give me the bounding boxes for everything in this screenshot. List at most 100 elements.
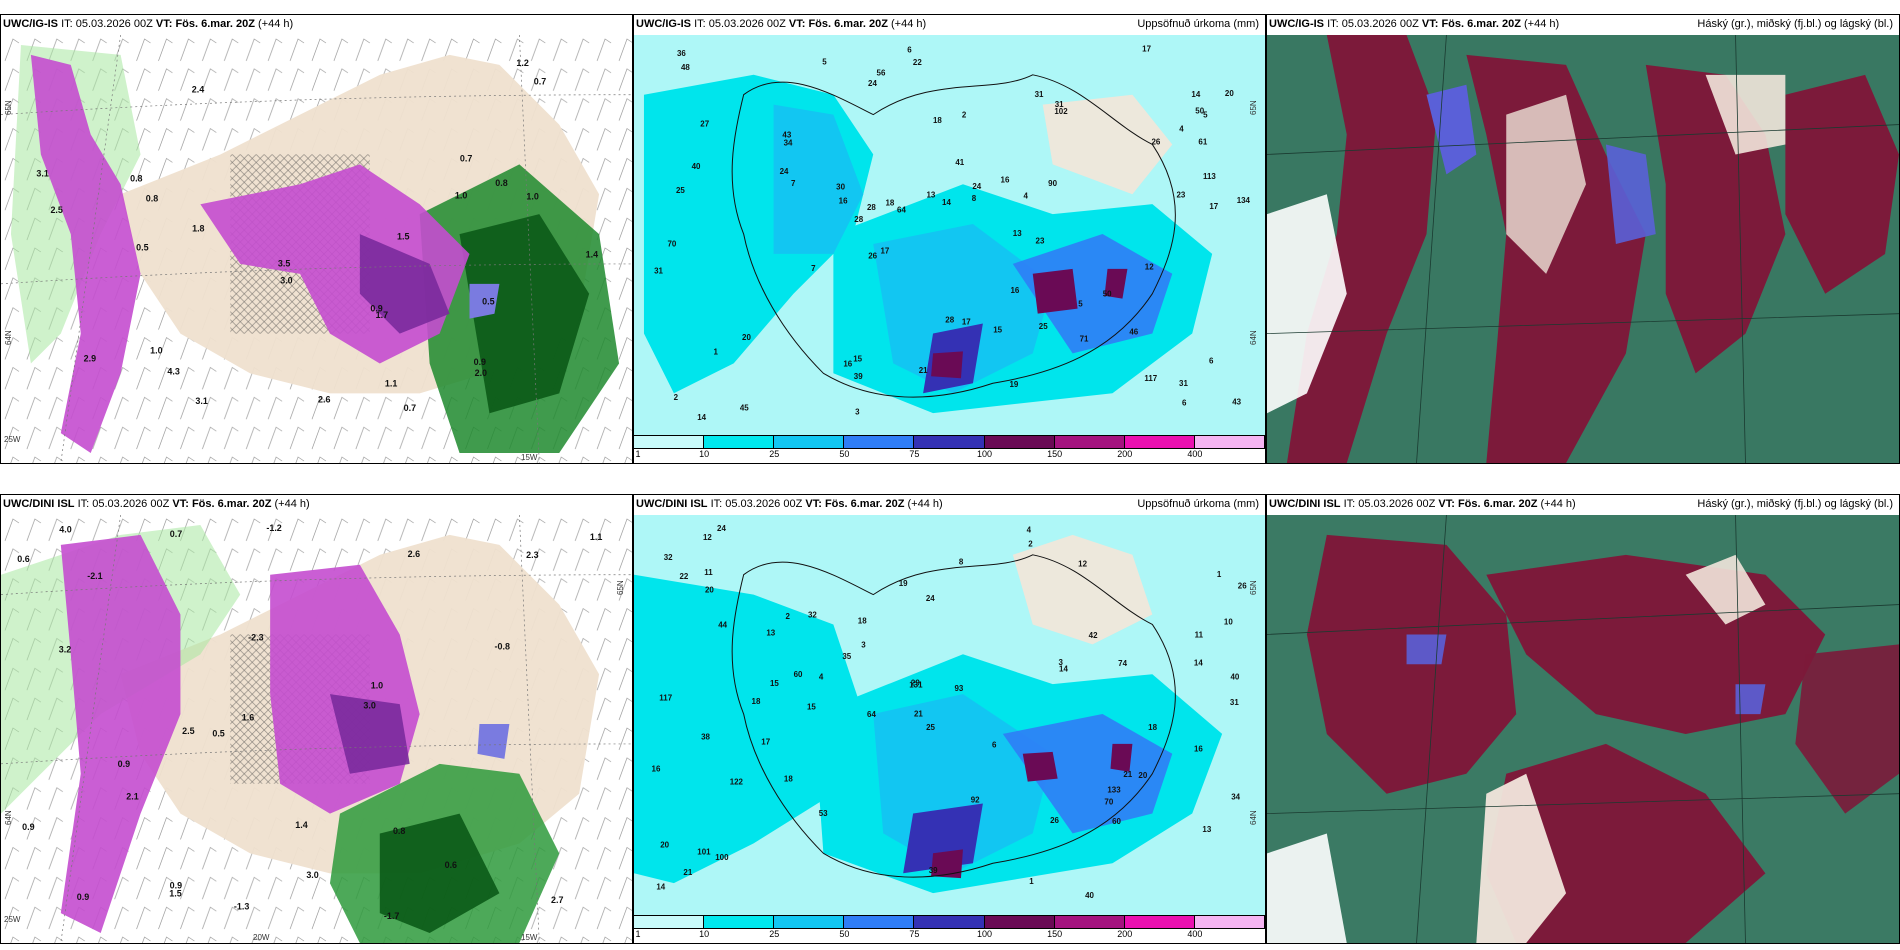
cloud-cover-map[interactable] [1267, 35, 1899, 463]
init-label: IT: [1327, 18, 1339, 30]
value-label: 117 [659, 694, 672, 703]
value-label: 14 [656, 883, 665, 892]
value-label: 39 [929, 866, 938, 875]
colorbar-label: 1 [635, 449, 641, 459]
value-label: 34 [784, 138, 793, 147]
colorbar-swatch [1194, 435, 1265, 449]
value-label: 26 [1238, 582, 1247, 591]
value-label: 5 [822, 58, 827, 67]
value-label: 12 [1145, 262, 1154, 271]
value-label: 13 [1202, 825, 1211, 834]
value-label: 27 [700, 119, 709, 128]
panel-igis-temperature: UWC/IG-IS IT: 05.03.2026 00Z VT: Fös. 6.… [0, 14, 633, 464]
colorbar-swatch [1054, 915, 1125, 929]
panel-igis-precipitation: UWC/IG-IS IT: 05.03.2026 00Z VT: Fös. 6.… [633, 14, 1266, 464]
colorbar-swatch [914, 435, 985, 449]
value-label: 3.0 [363, 700, 375, 710]
panel-dini-precipitation: UWC/DINI ISL IT: 05.03.2026 00Z VT: Fös.… [633, 494, 1266, 944]
init-time: 05.03.2026 00Z [92, 498, 170, 510]
value-label: 14 [1059, 664, 1068, 673]
value-label: 0.9 [77, 892, 89, 902]
value-label: 44 [718, 621, 727, 630]
value-label: 61 [1198, 138, 1207, 147]
colorbar-swatch [774, 915, 845, 929]
value-label: 16 [843, 360, 852, 369]
value-label: 3.0 [306, 870, 318, 880]
value-label: 16 [1194, 744, 1203, 753]
model-name: UWC/IG-IS [636, 18, 691, 30]
value-label: 102 [1054, 107, 1068, 116]
valid-time: Fös. 6.mar. 20Z [808, 18, 888, 30]
value-label: 17 [1142, 45, 1151, 54]
legend-title: Uppsöfnuð úrkoma (mm) [1137, 498, 1259, 510]
value-label: 64 [897, 205, 906, 214]
value-label: 14 [1191, 90, 1200, 99]
value-label: 1.0 [526, 192, 538, 202]
value-label: 13 [766, 628, 775, 637]
lat-label: 65N [1249, 580, 1258, 595]
value-label: 18 [933, 116, 942, 125]
value-label: 93 [954, 684, 963, 693]
lon-label: 20W [253, 933, 270, 942]
value-label: 0.7 [534, 77, 546, 87]
value-label: 21 [683, 868, 692, 877]
value-label: 15 [770, 679, 779, 688]
colorbar-label: 100 [977, 449, 993, 459]
value-label: 8 [959, 557, 964, 566]
colorbar-swatch [704, 915, 775, 929]
value-label: 2.5 [50, 205, 62, 215]
value-label: 1.4 [586, 250, 598, 260]
colorbar-swatch [1194, 915, 1265, 929]
value-label: 2.4 [192, 84, 204, 94]
temperature-map[interactable]: 0.7 2.4 1.0 0.8 0.8 1.1 1.4 1.8 3.0 4.3 2.9 3.1 3.5 0… [1, 35, 632, 463]
value-label: 29 [911, 679, 920, 688]
value-label: 0.7 [460, 154, 472, 164]
value-label: -0.8 [495, 642, 510, 652]
value-label: 31 [1055, 100, 1064, 109]
colorbar-label: 150 [1047, 449, 1063, 459]
colorbar-swatch [844, 915, 915, 929]
value-label: 31 [1230, 698, 1239, 707]
value-label: -1.7 [384, 911, 399, 921]
precipitation-map[interactable]: 14 6 5 7 5 4 13 14 18 17 16 17 16 15 15 16 27 25 23 20 28 30 3… [634, 35, 1265, 435]
value-label: 20 [705, 586, 714, 595]
lon-label: 15W [521, 933, 538, 942]
value-label: 35 [842, 652, 851, 661]
value-label: 19 [1010, 380, 1019, 389]
lon-label: 25W [4, 435, 21, 444]
value-label: 6 [1182, 399, 1187, 408]
colorbar-label: 200 [1117, 929, 1133, 939]
value-label: 2.3 [526, 550, 538, 560]
value-label: 43 [782, 130, 791, 139]
temperature-map[interactable]: -1.3 -1.7 0.9 0.6 0.7 -2.1 2.5 2.7 -1.2 -2.3 2.3 3.… [1, 515, 632, 943]
value-label: 20 [1138, 771, 1147, 780]
value-label: 13 [926, 190, 935, 199]
value-label: 4.3 [167, 366, 179, 376]
colorbar-swatch [634, 915, 705, 929]
value-label: 18 [886, 198, 895, 207]
panel-title: UWC/IG-IS IT: 05.03.2026 00Z VT: Fös. 6.… [1267, 15, 1899, 33]
value-label: 36 [677, 49, 686, 58]
value-label: 2.6 [318, 395, 330, 405]
value-label: 14 [942, 198, 951, 207]
colorbar-label: 25 [769, 449, 780, 459]
value-label: 50 [1195, 107, 1204, 116]
precipitation-map[interactable]: 8 6 3 4 2 1 15 14 18 21 21 18 13 12 19 20 24 29 26 24 18 32 39… [634, 515, 1265, 915]
value-label: 0.6 [17, 554, 29, 564]
value-label: 16 [839, 196, 848, 205]
value-label: 8 [972, 194, 977, 203]
lead-time: (+44 h) [1524, 18, 1560, 30]
lat-label: 64N [4, 810, 13, 825]
model-name: UWC/IG-IS [3, 18, 58, 30]
panel-title: UWC/DINI ISL IT: 05.03.2026 00Z VT: Fös.… [1, 495, 632, 513]
value-label: 1.0 [455, 191, 467, 201]
value-label: 1.7 [376, 310, 388, 320]
value-label: 24 [972, 182, 981, 191]
colorbar-label: 50 [839, 929, 850, 939]
value-label: 17 [1209, 202, 1218, 211]
value-label: 28 [854, 215, 863, 224]
value-label: 39 [854, 372, 863, 381]
value-label: 12 [703, 533, 712, 542]
cloud-cover-map[interactable] [1267, 515, 1899, 943]
